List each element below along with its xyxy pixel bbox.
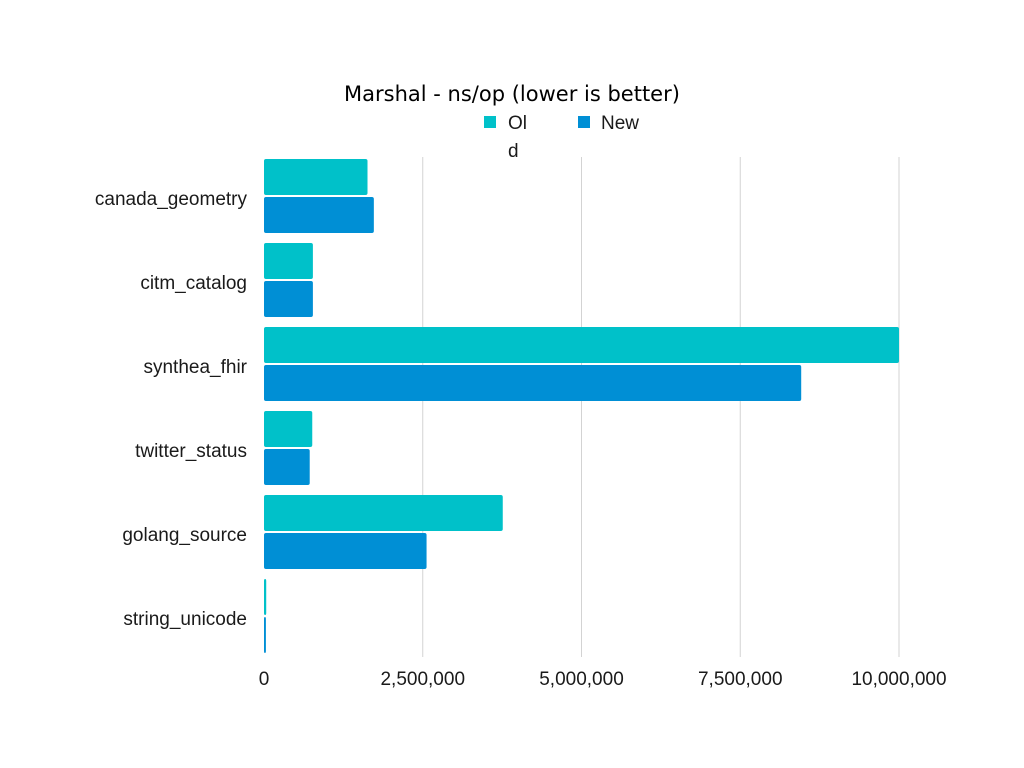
legend: Ol d New bbox=[484, 113, 639, 162]
x-tick-label-4: 10,000,000 bbox=[851, 669, 946, 690]
category-labels: canada_geometry citm_catalog synthea_fhirt… bbox=[95, 189, 248, 630]
category-label-string-unicode: string_unicode bbox=[123, 609, 247, 630]
legend-swatch-old bbox=[484, 116, 496, 128]
bar-new-string-unicode bbox=[264, 617, 266, 653]
x-tick-label-2: 5,000,000 bbox=[539, 669, 624, 690]
category-label-synthea-fhir: synthea_fhir bbox=[143, 357, 247, 378]
chart-title: Marshal - ns/op (lower is better) bbox=[344, 82, 680, 106]
legend-swatch-new bbox=[578, 116, 590, 128]
x-tick-label-1: 2,500,000 bbox=[380, 669, 465, 690]
x-tick-label-3: 7,500,000 bbox=[698, 669, 783, 690]
bar-new-citm-catalog bbox=[264, 281, 313, 317]
category-label-golang-source: golang_source bbox=[122, 525, 247, 546]
bar-old-canada-geometry bbox=[264, 159, 368, 195]
bar-old-golang-source bbox=[264, 495, 503, 531]
category-label-canada-geometry: canada_geometry bbox=[95, 189, 248, 210]
x-axis-tick-labels: 0 2,500,000 5,000,000 7,500,000 10,000,000 bbox=[259, 669, 947, 690]
bar-new-canada-geometry bbox=[264, 197, 374, 233]
category-label-twitter-status: twitter_status bbox=[135, 441, 247, 462]
legend-label-new: New bbox=[601, 113, 639, 134]
bar-old-twitter-status bbox=[264, 411, 313, 447]
bar-old-citm-catalog bbox=[264, 243, 313, 279]
bar-new-synthea-fhir bbox=[264, 365, 802, 401]
bars bbox=[264, 159, 899, 653]
bar-new-golang-source bbox=[264, 533, 427, 569]
bar-new-twitter-status bbox=[264, 449, 310, 485]
category-label-citm-catalog: citm_catalog bbox=[140, 273, 247, 294]
legend-label-old: Ol d bbox=[508, 113, 532, 162]
gridlines bbox=[422, 157, 900, 657]
bar-old-string-unicode bbox=[264, 579, 267, 615]
x-tick-label-0: 0 bbox=[259, 669, 270, 690]
bar-old-synthea-fhir bbox=[264, 327, 899, 363]
